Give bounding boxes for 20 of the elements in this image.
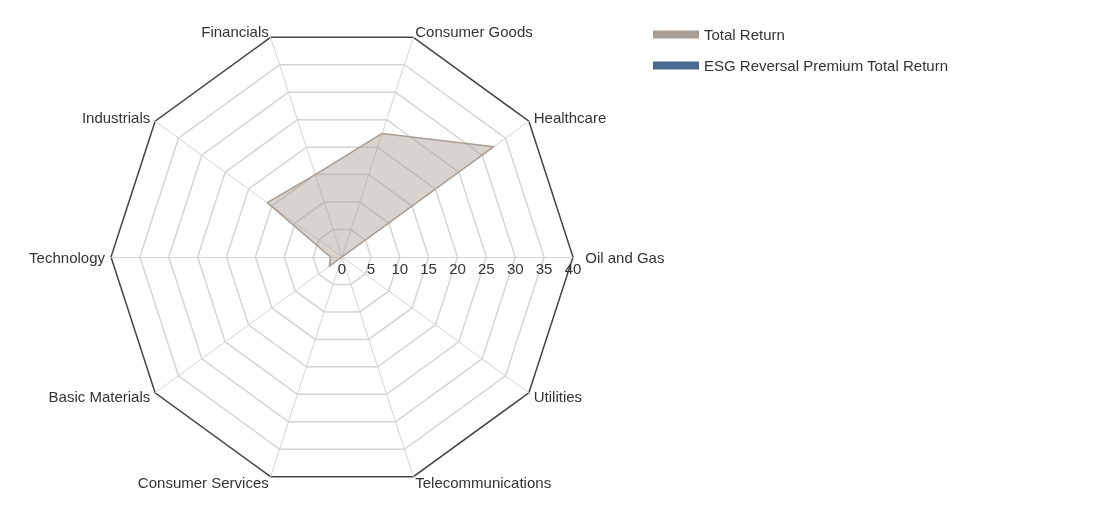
y-tick-label: 25 (478, 260, 495, 277)
spoke-label: Industrials (81, 109, 151, 127)
spoke-label: Financials (201, 23, 269, 41)
spoke-label: Consumer Services (137, 473, 269, 491)
spoke-label: Telecommunications (415, 473, 552, 491)
y-tick-label: 20 (449, 260, 466, 277)
y-tick-label: 15 (420, 260, 437, 277)
y-tick-label: 5 (366, 260, 376, 277)
spoke-label: Oil and Gas (585, 248, 665, 266)
legend-label: Total Return (704, 26, 785, 43)
y-tick-label: 35 (535, 260, 553, 277)
y-tick-label: 30 (506, 260, 524, 277)
spoke-label: Healthcare (533, 109, 607, 127)
spoke-label: Consumer Goods (415, 23, 533, 41)
y-tick-label: 0 (337, 260, 347, 277)
spoke-label: Technology (29, 248, 106, 266)
legend-label: ESG Reversal Premium Total Return (704, 57, 948, 74)
spoke-label: Utilities (533, 387, 583, 405)
spoke-label: Basic Materials (48, 387, 151, 405)
y-tick-label: 10 (391, 260, 409, 277)
